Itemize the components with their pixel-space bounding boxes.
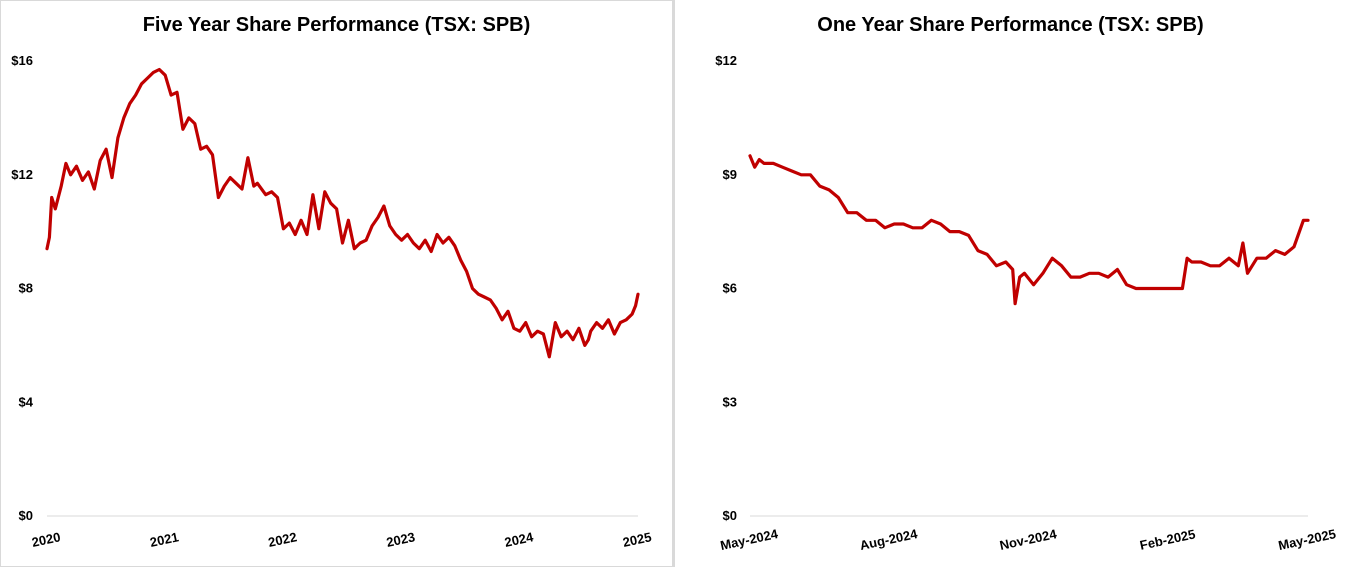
one-year-chart-panel: One Year Share Performance (TSX: SPB) $0… <box>675 0 1346 567</box>
chart-title: One Year Share Performance (TSX: SPB) <box>817 14 1204 36</box>
x-tick-label: May-2024 <box>719 526 780 553</box>
y-tick-label: $9 <box>723 167 737 182</box>
x-tick-label: 2020 <box>30 529 61 550</box>
chart-title: Five Year Share Performance (TSX: SPB) <box>142 14 531 36</box>
x-tick-label: Nov-2024 <box>998 526 1058 553</box>
panel-divider <box>673 0 675 567</box>
x-tick-label: 2023 <box>385 529 416 550</box>
x-tick-label: May-2025 <box>1277 526 1337 553</box>
y-tick-label: $4 <box>19 394 34 409</box>
y-tick-label: $12 <box>11 167 33 182</box>
five-year-chart: $0 $4 $8 $12 $16 2020 2021 2022 2023 2024 2025 <box>11 53 652 550</box>
y-tick-label: $6 <box>723 281 737 296</box>
five-year-chart-panel: Five Year Share Performance (TSX: SPB) $… <box>0 0 673 567</box>
x-tick-label: 2024 <box>503 529 535 550</box>
y-tick-label: $0 <box>19 508 33 523</box>
one-year-chart: $0 $3 $6 $9 $12 May-2024 Aug-2024 Nov-2024 Feb-2… <box>715 53 1337 553</box>
x-tick-label: Aug-2024 <box>858 526 919 553</box>
y-tick-label: $16 <box>11 53 33 68</box>
x-tick-label: Feb-2025 <box>1138 526 1196 552</box>
y-tick-label: $3 <box>723 394 737 409</box>
series-line-spb <box>748 154 1310 306</box>
y-tick-label: $0 <box>723 508 737 523</box>
x-tick-label: 2022 <box>267 529 298 550</box>
x-tick-label: 2025 <box>621 529 652 550</box>
y-tick-label: $12 <box>715 53 737 68</box>
series-line-spb <box>45 67 640 359</box>
x-tick-label: 2021 <box>149 529 180 550</box>
y-tick-label: $8 <box>19 281 33 296</box>
